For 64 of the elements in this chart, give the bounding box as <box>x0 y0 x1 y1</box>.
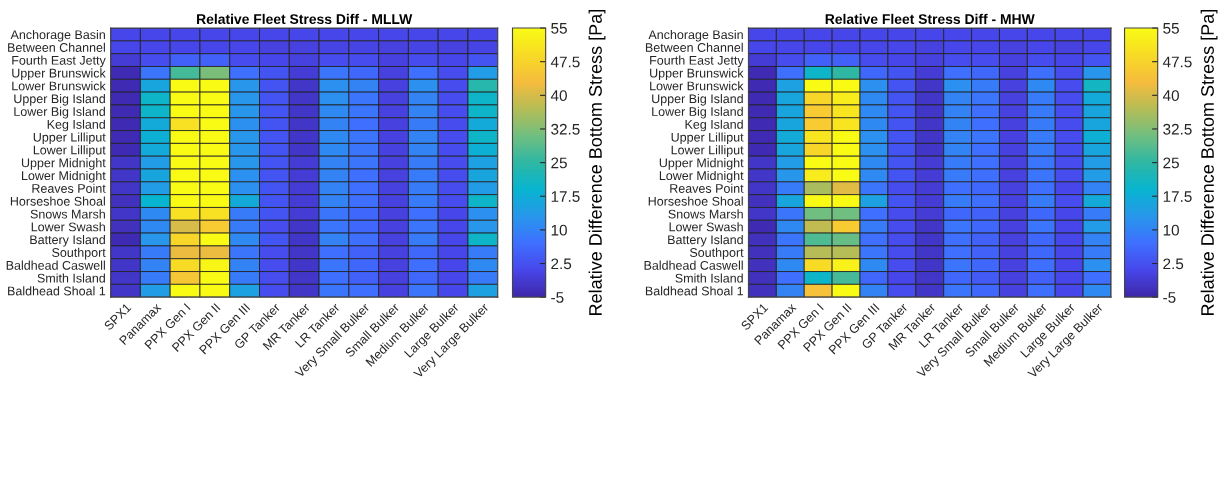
color-bar-label: 47.5 <box>550 56 580 68</box>
color-bar-label: -5 <box>551 292 564 303</box>
chart-title: Relative Fleet Stress Diff - MLLW <box>197 13 413 25</box>
y-tick-label: Baldhead Shoal 1 <box>8 286 106 296</box>
y-tick-label: Upper Big Island <box>14 94 105 106</box>
y-tick-label: Lower Lilliput <box>671 145 744 157</box>
y-tick-label: Horseshoe Shoal <box>648 196 743 206</box>
y-tick-label: Battery Island <box>668 234 743 247</box>
y-tick-label: Lower Swash <box>669 222 743 232</box>
y-tick-label: Battery Island <box>30 234 105 247</box>
y-tick-label: Southport <box>52 247 106 260</box>
y-tick-label: Snows Marsh <box>30 209 105 219</box>
color-bar-label: 47.5 <box>1162 56 1192 68</box>
color-bar-label: 40 <box>1162 90 1179 102</box>
y-tick-label: Between Channel <box>8 42 105 52</box>
color-bar-label: 17.5 <box>1163 191 1192 202</box>
y-tick-label: Fourth East Jetty <box>12 55 106 68</box>
y-tick-label: Lower Big Island <box>652 106 743 119</box>
color-bar-label: 32.5 <box>1163 123 1192 135</box>
y-tick-label: Anchorage Basin <box>10 29 105 42</box>
y-tick-label: Baldhead Caswell <box>6 260 105 270</box>
y-tick-label: Lower Big Island <box>14 106 105 119</box>
y-tick-label: Upper Brunswick <box>650 68 744 81</box>
y-tick-label: Smith Island <box>675 273 743 283</box>
chart-title: Relative Fleet Stress Diff - MHW <box>825 13 1035 25</box>
color-bar-label: 10 <box>551 224 567 236</box>
color-bar-label: 10 <box>1163 224 1179 236</box>
y-tick-label: Smith Island <box>37 273 105 283</box>
y-tick-label: Keg Island <box>685 119 743 132</box>
color-bar-label: 32.5 <box>551 123 580 135</box>
y-tick-label: Lower Midnight <box>659 170 744 183</box>
color-bar-label: -5 <box>1163 292 1176 303</box>
color-bar-label: 55 <box>1163 23 1179 34</box>
color-bar-label: 2.5 <box>1163 258 1184 270</box>
y-tick-label: Horseshoe Shoal <box>10 196 105 206</box>
color-bar-title: Relative Difference Bottom Stress [Pa] <box>588 10 606 315</box>
y-tick-label: Upper Lilliput <box>33 132 106 145</box>
y-tick-label: Lower Brunswick <box>12 81 106 91</box>
y-tick-label: Lower Lilliput <box>33 145 106 157</box>
y-tick-label: Upper Big Island <box>652 94 743 106</box>
y-tick-label: Baldhead Shoal 1 <box>645 286 743 296</box>
y-tick-label: Upper Lilliput <box>671 132 744 145</box>
y-tick-label: Fourth East Jetty <box>650 55 744 68</box>
y-tick-label: Upper Midnight <box>21 158 106 170</box>
y-tick-label: Reaves Point <box>32 183 106 193</box>
color-bar-label: 40 <box>550 90 567 102</box>
y-tick-label: Lower Midnight <box>22 170 106 183</box>
y-tick-label: Southport <box>689 247 744 260</box>
y-tick-label: Anchorage Basin <box>648 29 743 42</box>
y-tick-label: Baldhead Caswell <box>644 260 743 270</box>
color-bar-title: Relative Difference Bottom Stress [Pa] <box>1200 10 1218 315</box>
y-tick-label: Keg Island <box>47 119 105 132</box>
color-bar-label: 17.5 <box>551 191 580 202</box>
color-bar-label: 55 <box>551 23 567 34</box>
y-tick-label: Lower Brunswick <box>650 81 744 91</box>
y-tick-label: Snows Marsh <box>668 209 743 219</box>
color-bar-label: 25 <box>1163 157 1179 169</box>
y-tick-label: Upper Midnight <box>659 158 744 170</box>
y-tick-label: Between Channel <box>645 42 743 52</box>
color-bar-label: 2.5 <box>551 258 572 270</box>
y-tick-label: Lower Swash <box>31 222 105 232</box>
y-tick-label: Upper Brunswick <box>12 68 106 81</box>
y-tick-label: Reaves Point <box>670 183 744 193</box>
color-bar-label: 25 <box>551 157 567 169</box>
